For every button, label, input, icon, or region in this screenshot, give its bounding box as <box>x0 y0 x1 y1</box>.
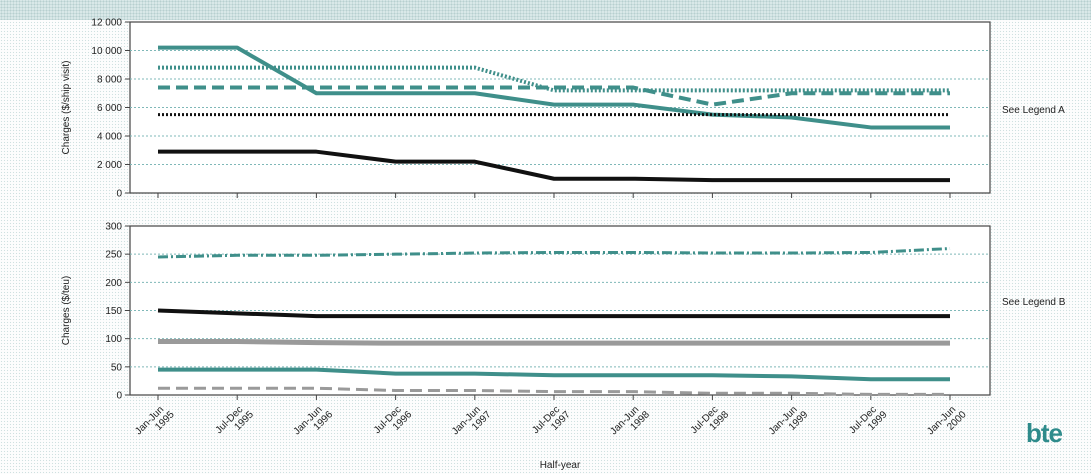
bte-logo: bte <box>1026 418 1063 448</box>
y-tick-label: 6 000 <box>97 103 122 114</box>
y-tick-label: 0 <box>116 391 122 402</box>
y-tick-label: 150 <box>105 306 122 317</box>
series-line-a-1 <box>158 45 950 130</box>
y-tick-label: 100 <box>105 334 122 345</box>
series-line-b-5 <box>158 386 950 396</box>
y-tick-label: 4 000 <box>97 132 122 143</box>
y-tick-label: 0 <box>116 189 122 200</box>
y-axis-label-b: Charges ($/teu) <box>61 276 72 345</box>
y-axis-label-a: Charges ($/ship visit) <box>61 61 72 155</box>
series-line-b-1 <box>157 247 951 259</box>
y-tick-label: 300 <box>105 222 122 233</box>
y-tick-label: 2 000 <box>97 160 122 171</box>
y-tick-label: 12 000 <box>91 18 122 29</box>
series-line-a-2 <box>158 65 950 93</box>
x-axis-label: Half-year <box>540 460 581 471</box>
legend-note-a: See Legend A <box>1002 105 1065 116</box>
y-tick-label: 50 <box>111 362 123 373</box>
y-tick-label: 200 <box>105 278 122 289</box>
y-tick-label: 250 <box>105 250 122 261</box>
series-line-b-2 <box>157 308 950 319</box>
legend-note-b: See Legend B <box>1002 297 1066 308</box>
series-line-a-5 <box>158 149 950 183</box>
series-line-a-3 <box>158 85 950 107</box>
chart-panel-b: 0 50 100 150 200 250 300 Charges ($/teu) See Leg… <box>61 222 1066 402</box>
chart-panel-a: 0 2 000 4 000 6 000 8 000 10 000 12 000 Charges… <box>61 18 1065 200</box>
y-tick-label: 10 000 <box>91 46 122 57</box>
series-line-b-3 <box>158 338 950 346</box>
series-line-b-4 <box>158 367 950 382</box>
top-band <box>0 0 1091 20</box>
y-tick-label: 8 000 <box>97 75 122 86</box>
